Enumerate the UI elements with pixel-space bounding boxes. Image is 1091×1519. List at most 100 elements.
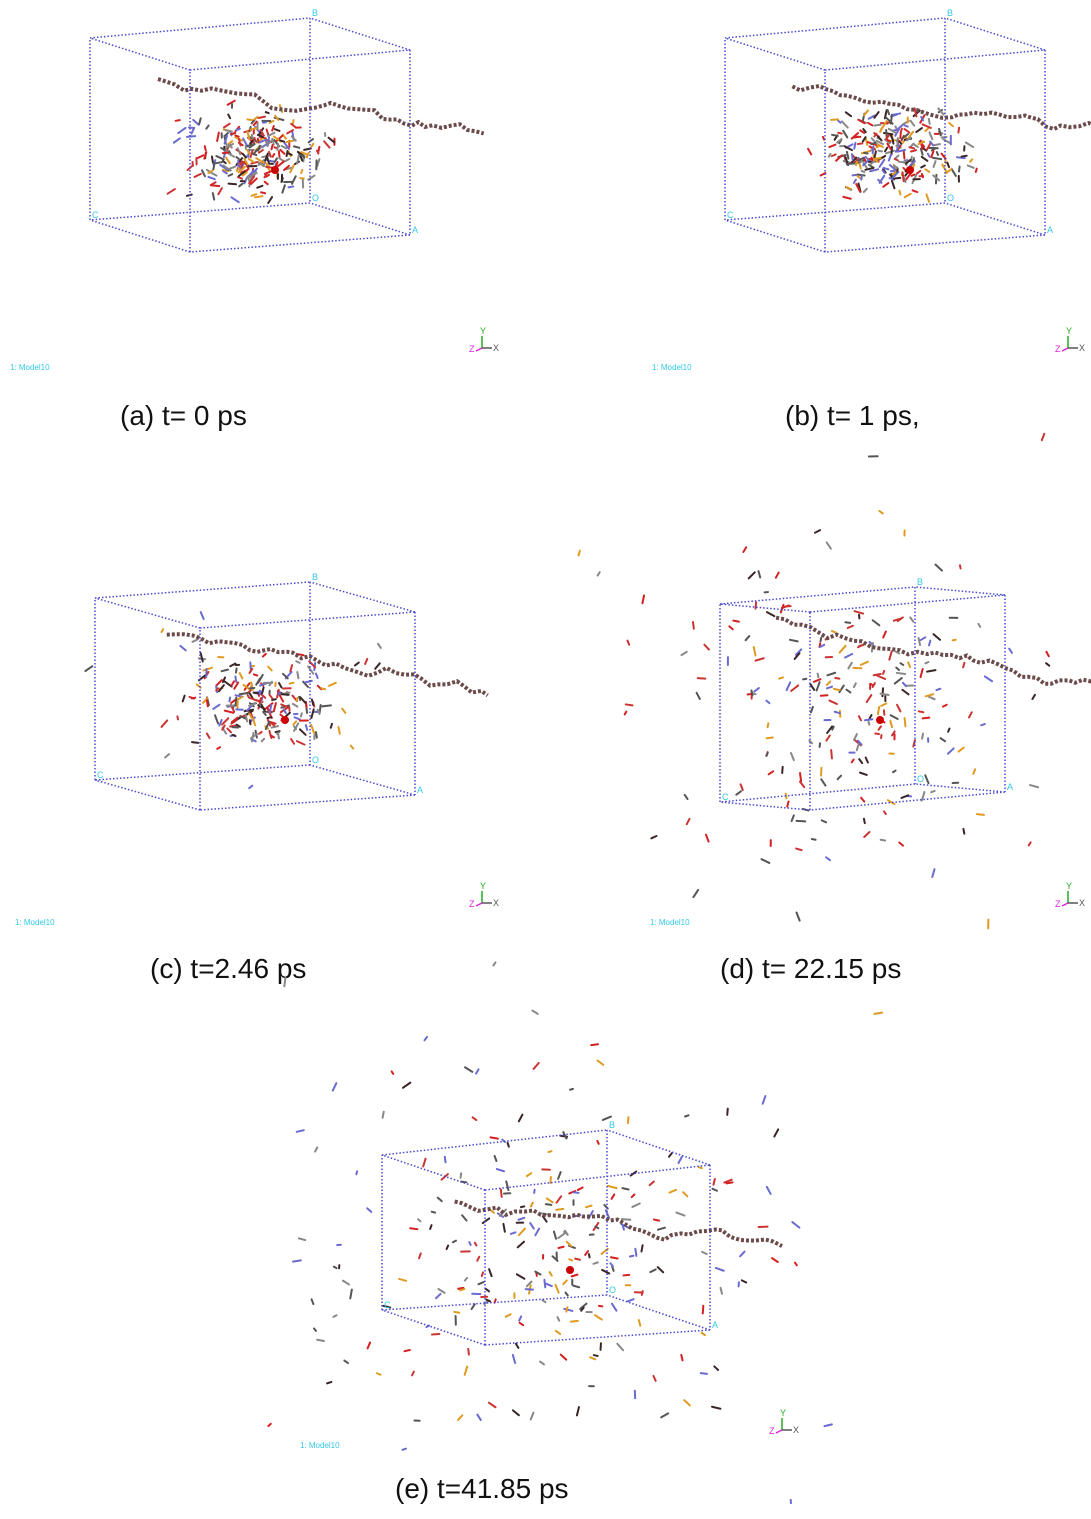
molecule-bond: [570, 1089, 573, 1090]
ion: [876, 716, 884, 724]
molecule-bond: [826, 857, 830, 860]
molecule-bond: [333, 1315, 336, 1317]
molecule-bond: [966, 143, 973, 148]
molecule-bond: [297, 741, 305, 744]
molecule-bond: [962, 156, 967, 157]
molecule-bond: [937, 152, 938, 155]
molecule-bond: [215, 715, 218, 723]
cell-edge: [725, 18, 945, 38]
molecule-bond: [864, 819, 865, 823]
molecule-bond: [490, 1210, 494, 1213]
molecule-bond: [557, 1196, 562, 1202]
molecule-bond: [904, 129, 909, 133]
molecule-bond: [903, 173, 904, 182]
molecule-bond: [929, 132, 932, 139]
molecule-bond: [886, 151, 894, 154]
cell-edge: [95, 598, 200, 628]
molecule-bond: [168, 189, 175, 194]
molecule-bond: [907, 138, 911, 141]
molecule-bond: [518, 1242, 524, 1248]
molecule-bond: [278, 161, 284, 166]
protein-chain: [158, 79, 484, 134]
molecule-bond: [565, 1231, 568, 1235]
molecule-bond: [1046, 663, 1049, 665]
molecule-bond: [252, 194, 257, 196]
molecule-bond: [187, 136, 195, 137]
molecule-bond: [577, 1407, 579, 1415]
molecule-bond: [300, 729, 306, 734]
molecule-bond: [791, 685, 798, 690]
molecule-bond: [516, 1344, 518, 1348]
molecule-bond: [403, 1083, 410, 1088]
molecule-bond: [177, 716, 178, 719]
molecule-bond: [891, 115, 892, 124]
molecule-bond: [910, 617, 913, 621]
molecule-bond: [650, 1269, 655, 1272]
molecule-bond: [317, 151, 318, 154]
molecule-bond: [161, 720, 167, 726]
molecule-bond: [684, 1400, 690, 1405]
molecule-bond: [751, 690, 752, 695]
molecule-bond: [878, 136, 882, 140]
molecule-bond: [517, 1274, 525, 1278]
molecule-bond: [212, 156, 213, 162]
molecule-bond: [792, 1222, 799, 1228]
molecule-bond: [848, 663, 851, 669]
molecule-bond: [248, 695, 249, 698]
molecule-bond: [800, 782, 804, 787]
molecule-bond: [477, 1257, 479, 1261]
protein-chain: [792, 86, 1091, 130]
molecule-bond: [193, 120, 199, 125]
molecule-bond: [880, 176, 885, 183]
molecule-bond: [263, 654, 266, 657]
molecule-bond: [899, 843, 903, 846]
molecule-bond: [208, 177, 214, 179]
molecule-bond: [334, 1267, 337, 1268]
molecule-bond: [927, 670, 935, 671]
molecule-bond: [591, 1044, 598, 1045]
molecule-bond: [936, 689, 940, 690]
molecule-bond: [658, 1267, 663, 1272]
molecule-bond: [883, 183, 888, 187]
molecule-bond: [216, 680, 221, 686]
molecule-bond: [579, 551, 580, 556]
molecule-bond: [827, 673, 835, 676]
cell-edge: [945, 18, 1045, 50]
cell-edge: [310, 765, 415, 795]
molecule-bond: [897, 673, 905, 674]
molecule-bond: [296, 661, 299, 663]
molecule-bond: [859, 716, 861, 720]
molecule-bond: [712, 1407, 720, 1409]
molecule-bond: [1029, 842, 1031, 845]
molecule-bond: [838, 121, 840, 123]
molecule-bond: [453, 1241, 456, 1243]
molecule-bond: [278, 692, 280, 695]
molecule-bond: [267, 129, 269, 135]
molecule-bond: [769, 771, 773, 774]
molecule-bond: [277, 144, 278, 149]
molecule-bond: [905, 718, 906, 726]
axis-label: Y: [480, 326, 486, 336]
cell-edge: [725, 38, 825, 70]
molecule-bond: [550, 1272, 552, 1276]
molecule-bond: [375, 663, 380, 668]
cell-edge: [382, 1155, 485, 1190]
cell-label: A: [412, 225, 418, 235]
molecule-bond: [503, 1224, 504, 1232]
molecule-bond: [970, 159, 972, 161]
molecule-bond: [721, 1288, 722, 1294]
molecule-bond: [658, 1228, 665, 1230]
molecule-bond: [547, 1198, 553, 1202]
molecule-bond: [458, 1415, 462, 1420]
molecule-bond: [832, 631, 836, 632]
molecule-bond: [314, 1328, 316, 1330]
molecule-bond: [870, 169, 878, 171]
molecule-bond: [831, 750, 832, 758]
molecule-bond: [535, 1229, 539, 1236]
molecule-bond: [917, 171, 921, 174]
molecule-bond: [716, 1268, 724, 1271]
cell-label: C: [92, 210, 99, 220]
molecule-bond: [818, 674, 819, 677]
cell-edge: [200, 612, 415, 628]
axis-z: [1062, 348, 1068, 351]
